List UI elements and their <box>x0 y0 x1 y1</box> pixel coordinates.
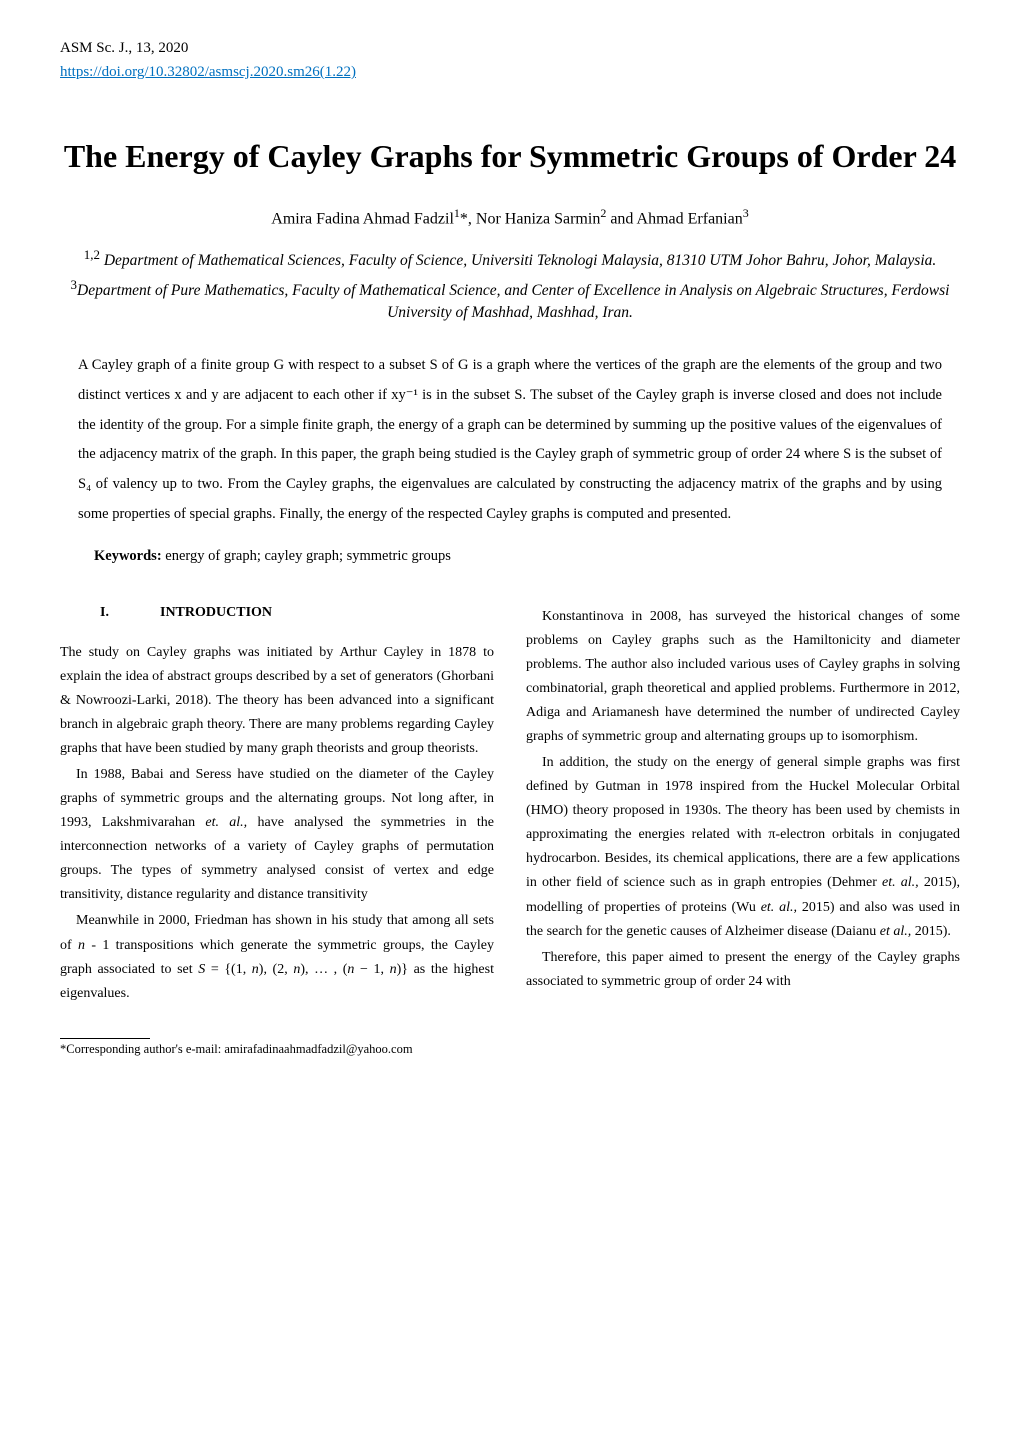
keywords-line: Keywords: energy of graph; cayley graph;… <box>94 548 942 565</box>
affiliation-text: Department of Mathematical Sciences, Fac… <box>100 252 936 269</box>
authors-line: Amira Fadina Ahmad Fadzil1*, Nor Haniza … <box>60 206 960 228</box>
affiliation-2: 3Department of Pure Mathematics, Faculty… <box>60 276 960 324</box>
affiliation-1: 1,2 Department of Mathematical Sciences,… <box>60 246 960 272</box>
abstract-text: A Cayley graph of a finite group G with … <box>78 351 942 529</box>
right-column: Konstantinova in 2008, has surveyed the … <box>526 605 960 1008</box>
body-paragraph: In addition, the study on the energy of … <box>526 751 960 944</box>
two-column-body: I.INTRODUCTION The study on Cayley graph… <box>60 605 960 1008</box>
paper-title: The Energy of Cayley Graphs for Symmetri… <box>60 136 960 178</box>
left-column: I.INTRODUCTION The study on Cayley graph… <box>60 605 494 1008</box>
section-title: INTRODUCTION <box>160 605 272 620</box>
affiliations-block: 1,2 Department of Mathematical Sciences,… <box>60 246 960 323</box>
body-paragraph: Therefore, this paper aimed to present t… <box>526 946 960 994</box>
footnote-rule <box>60 1038 150 1039</box>
section-heading: I.INTRODUCTION <box>60 605 494 621</box>
body-paragraph: Konstantinova in 2008, has surveyed the … <box>526 605 960 749</box>
body-paragraph: Meanwhile in 2000, Friedman has shown in… <box>60 909 494 1005</box>
body-paragraph: In 1988, Babai and Seress have studied o… <box>60 763 494 907</box>
corresponding-author-footnote: *Corresponding author's e-mail: amirafad… <box>60 1042 960 1057</box>
affiliation-sup: 1,2 <box>84 247 100 262</box>
keywords-text: energy of graph; cayley graph; symmetric… <box>162 548 451 564</box>
doi-link[interactable]: https://doi.org/10.32802/asmscj.2020.sm2… <box>60 64 356 80</box>
section-roman: I. <box>100 605 160 621</box>
keywords-label: Keywords: <box>94 548 162 564</box>
journal-line: ASM Sc. J., 13, 2020 <box>60 40 960 57</box>
affiliation-text: Department of Pure Mathematics, Faculty … <box>77 282 949 321</box>
body-paragraph: The study on Cayley graphs was initiated… <box>60 641 494 761</box>
